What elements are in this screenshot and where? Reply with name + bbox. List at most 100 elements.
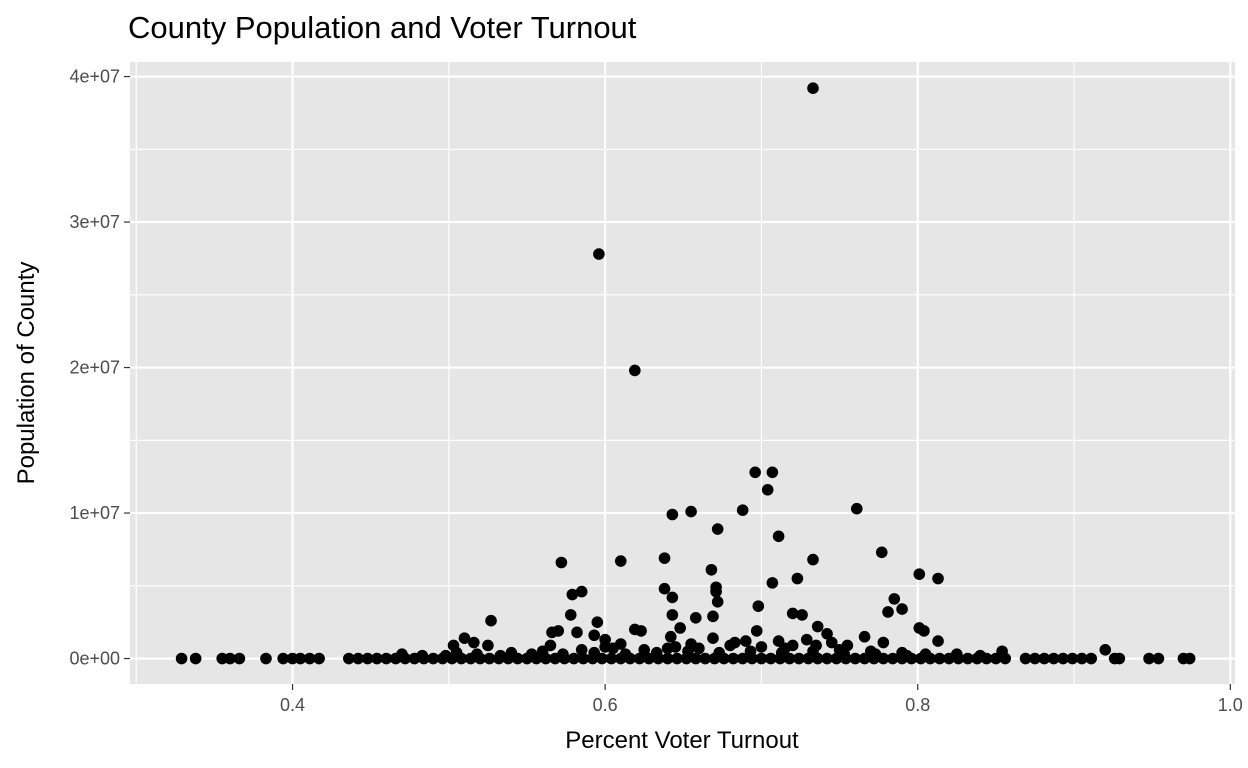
data-point bbox=[505, 646, 518, 659]
data-point bbox=[614, 555, 627, 567]
data-point bbox=[707, 632, 719, 644]
data-point bbox=[807, 553, 819, 566]
data-points bbox=[175, 82, 1196, 665]
data-point bbox=[666, 508, 679, 521]
data-point bbox=[175, 652, 188, 665]
data-point bbox=[1038, 652, 1051, 665]
data-point bbox=[1057, 652, 1069, 665]
data-point bbox=[352, 652, 364, 665]
data-point bbox=[739, 635, 752, 647]
data-point bbox=[380, 652, 393, 665]
data-point bbox=[825, 636, 838, 649]
data-point bbox=[633, 652, 646, 665]
data-point bbox=[689, 652, 702, 665]
data-point bbox=[371, 652, 383, 665]
data-point bbox=[766, 577, 779, 589]
data-point bbox=[1143, 652, 1155, 665]
data-point bbox=[761, 483, 774, 496]
data-point bbox=[439, 649, 452, 662]
data-point bbox=[260, 652, 272, 665]
data-point bbox=[1076, 652, 1088, 665]
x-axis-title: Percent Voter Turnout bbox=[565, 727, 799, 754]
x-tick-label: 0.4 bbox=[280, 695, 305, 715]
data-point bbox=[711, 523, 724, 535]
x-tick-label: 0.8 bbox=[905, 695, 930, 715]
data-point bbox=[1152, 652, 1165, 665]
data-point bbox=[557, 648, 569, 660]
data-point bbox=[661, 642, 674, 655]
data-point bbox=[664, 630, 677, 643]
data-point bbox=[727, 652, 740, 665]
data-point bbox=[224, 652, 236, 665]
data-point bbox=[468, 636, 480, 649]
data-point bbox=[707, 610, 719, 623]
data-point bbox=[838, 648, 851, 660]
data-point bbox=[888, 593, 901, 605]
minor-gridlines bbox=[130, 62, 1235, 684]
y-tick-label: 4e+07 bbox=[69, 67, 120, 87]
data-point bbox=[689, 611, 702, 624]
data-point bbox=[666, 609, 679, 621]
data-point bbox=[591, 616, 604, 628]
data-point bbox=[919, 648, 932, 660]
data-point bbox=[343, 652, 355, 665]
data-point bbox=[755, 652, 768, 665]
data-point bbox=[674, 622, 686, 634]
data-point bbox=[450, 646, 463, 659]
data-point bbox=[913, 568, 926, 580]
data-point bbox=[950, 648, 963, 660]
y-tick-label: 2e+07 bbox=[69, 358, 120, 378]
y-tick-label: 3e+07 bbox=[69, 212, 120, 232]
data-point bbox=[566, 588, 579, 601]
data-point bbox=[483, 652, 496, 665]
plot-panel bbox=[130, 62, 1235, 684]
data-point bbox=[525, 648, 538, 660]
data-point bbox=[629, 364, 641, 377]
data-point bbox=[849, 652, 862, 665]
data-point bbox=[821, 628, 833, 640]
data-point bbox=[932, 635, 944, 647]
data-point bbox=[918, 625, 930, 637]
major-gridlines bbox=[130, 62, 1235, 684]
data-point bbox=[568, 652, 580, 665]
data-point bbox=[850, 502, 863, 515]
data-point bbox=[807, 82, 819, 94]
x-tick-label: 0.6 bbox=[593, 695, 618, 715]
data-point bbox=[588, 629, 600, 642]
y-axis-ticks: 0e+00 1e+07 2e+07 3e+07 4e+07 bbox=[69, 67, 130, 669]
data-point bbox=[577, 652, 590, 665]
data-point bbox=[974, 649, 987, 662]
data-point bbox=[361, 652, 374, 665]
data-point bbox=[685, 638, 697, 650]
data-point bbox=[990, 652, 1002, 665]
data-point bbox=[635, 625, 647, 637]
data-point bbox=[766, 466, 779, 479]
data-point bbox=[685, 505, 697, 518]
data-point bbox=[713, 646, 726, 659]
data-point bbox=[765, 652, 777, 665]
data-point bbox=[1183, 652, 1196, 665]
data-point bbox=[427, 652, 440, 665]
data-point bbox=[775, 646, 788, 659]
data-point bbox=[564, 609, 577, 621]
data-point bbox=[1019, 652, 1032, 665]
data-point bbox=[494, 649, 507, 662]
data-point bbox=[658, 552, 671, 564]
data-point bbox=[588, 646, 600, 659]
data-point bbox=[575, 644, 588, 656]
data-point bbox=[661, 652, 674, 665]
data-point bbox=[671, 652, 683, 665]
data-point bbox=[1085, 652, 1098, 665]
data-point bbox=[699, 652, 711, 665]
x-axis-ticks: 0.4 0.6 0.8 1.0 bbox=[280, 684, 1243, 715]
data-point bbox=[1029, 652, 1041, 665]
data-point bbox=[886, 652, 899, 665]
data-point bbox=[896, 603, 908, 615]
data-point bbox=[858, 630, 871, 643]
data-point bbox=[666, 591, 679, 604]
data-point bbox=[1113, 652, 1126, 665]
data-point bbox=[485, 614, 497, 627]
data-point bbox=[999, 652, 1012, 665]
x-tick-label: 1.0 bbox=[1218, 695, 1243, 715]
